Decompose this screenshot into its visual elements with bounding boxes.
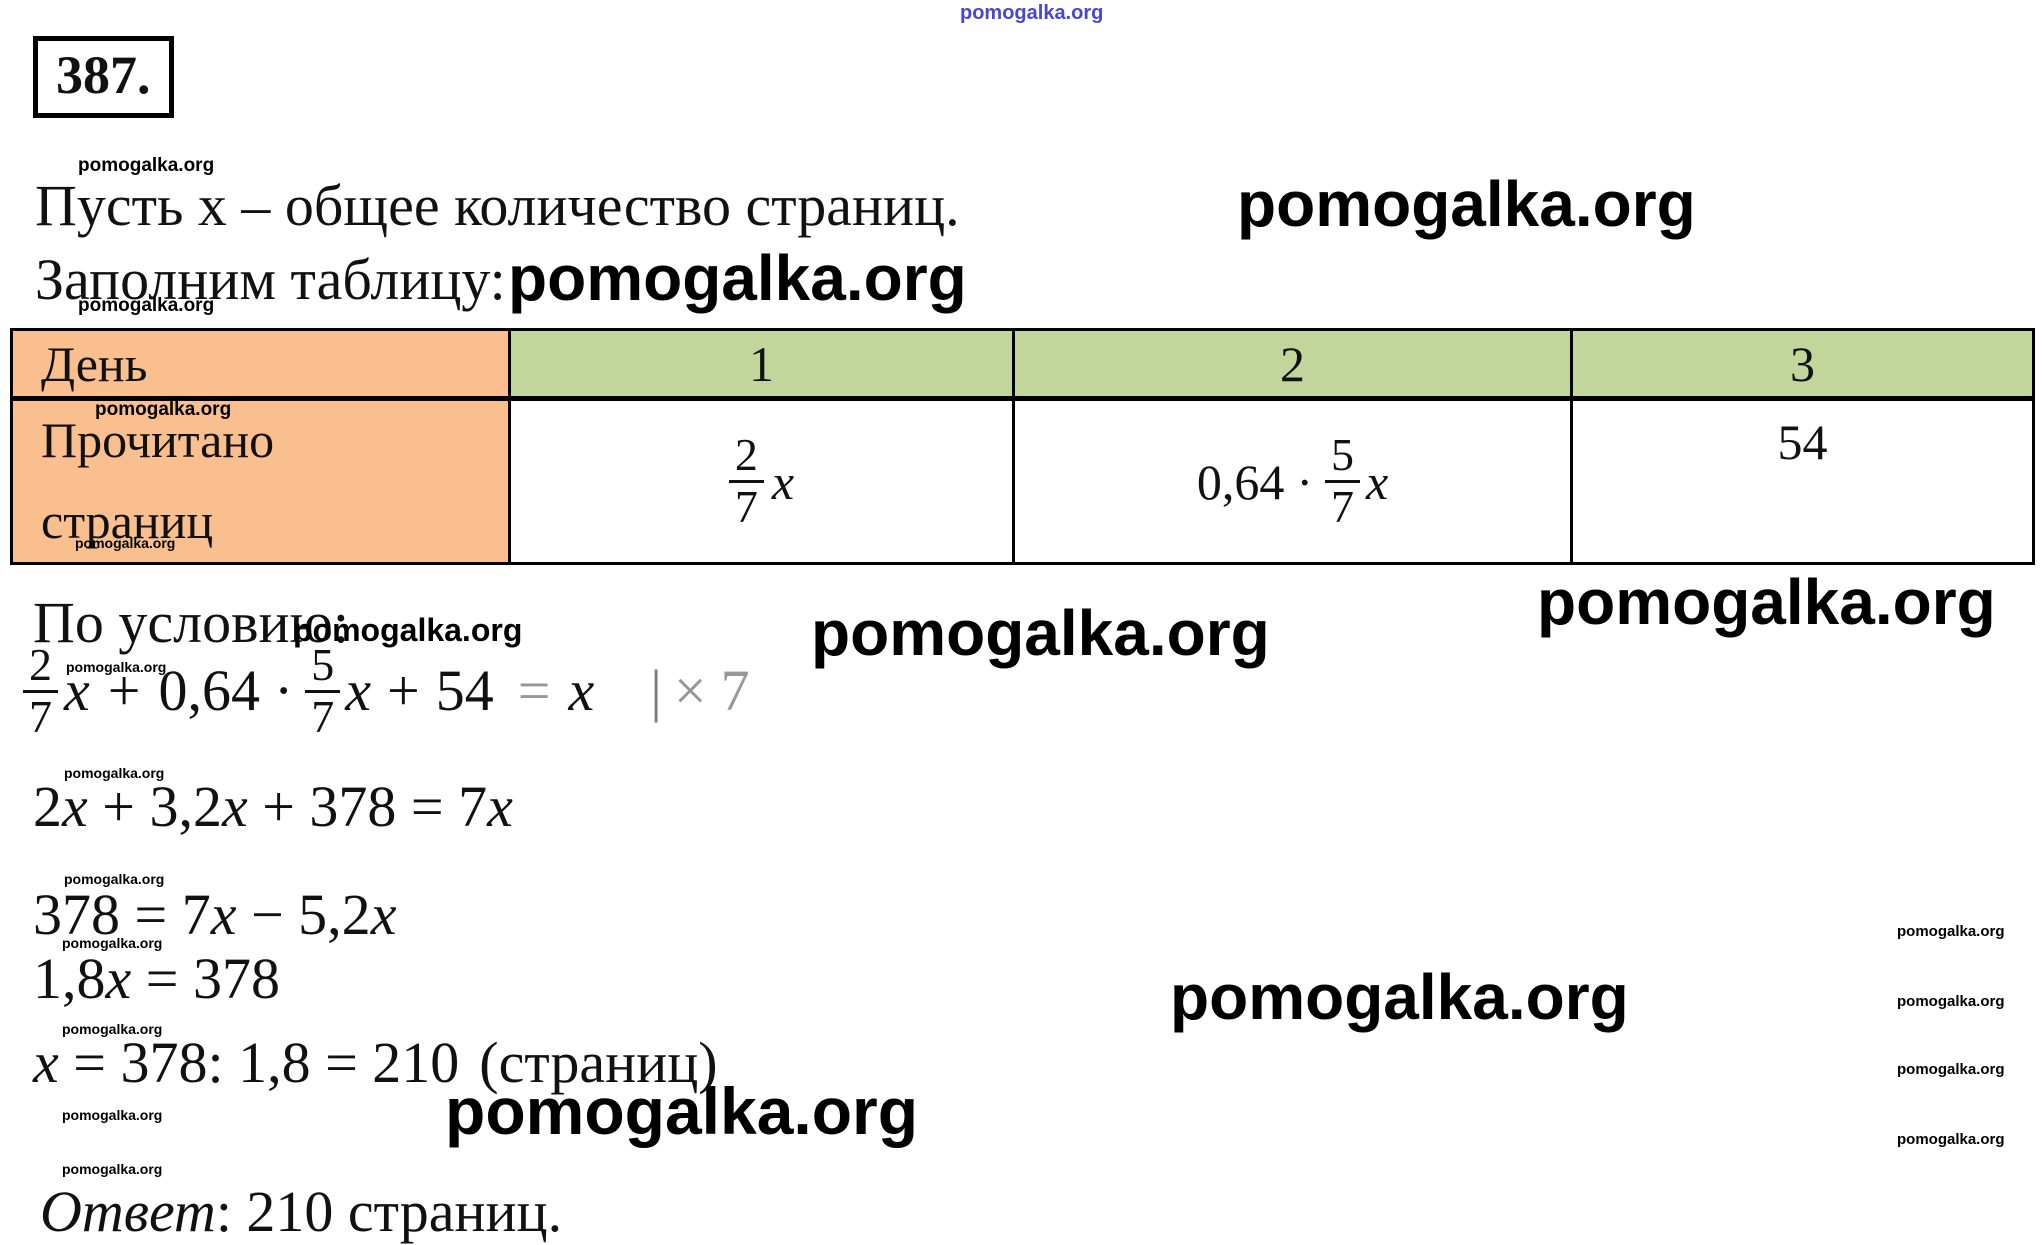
- row-label-line1: Прочитано: [41, 412, 275, 468]
- variable-x: x: [568, 658, 595, 724]
- watermark-bold-bottom: pomogalka.org: [445, 1074, 919, 1148]
- watermark-small-9: pomogalka.org: [62, 1021, 163, 1037]
- watermark-small-10: pomogalka.org: [62, 1107, 163, 1123]
- watermark-small-6: pomogalka.org: [64, 765, 165, 781]
- condition-label: По условию:: [33, 590, 349, 655]
- table-header-day-2: 2: [1015, 331, 1573, 401]
- constant-54: 54: [435, 658, 494, 724]
- table-header-day-3: 3: [1573, 331, 2032, 401]
- watermark-col-2: pomogalka.org: [1897, 993, 2005, 1010]
- fraction-5-7: 5 7: [1324, 431, 1360, 532]
- fraction-2-7: 2 7: [23, 641, 58, 742]
- variable-x: x: [64, 658, 90, 724]
- table-row-label: Прочитано страниц: [13, 401, 511, 562]
- intro-line-1: Пусть х – общее количество страниц.: [35, 173, 960, 238]
- variable-x: x: [771, 453, 795, 510]
- watermark-bold-inline: pomogalka.org: [508, 242, 967, 314]
- watermark-small-8: pomogalka.org: [62, 935, 163, 951]
- pages-day3: 54: [1777, 414, 1828, 470]
- table-header-day-label: День: [41, 335, 148, 392]
- table-header-day-1: 1: [511, 331, 1015, 401]
- answer-line: Ответ: 210 страниц.: [40, 1179, 563, 1244]
- watermark-small-3: pomogalka.org: [95, 399, 232, 420]
- multiply-dot: ·: [1296, 453, 1313, 510]
- eq4-part: = 378: [131, 946, 280, 1011]
- table-cell-day2-pages: 0,64 · 5 7 x: [1015, 401, 1573, 562]
- fraction-numerator: 2: [23, 641, 58, 693]
- coefficient: 0,64: [1196, 453, 1285, 510]
- eq3-part: − 5,2: [236, 882, 371, 947]
- intro-line-2: Заполним таблицу:: [35, 247, 506, 312]
- fraction-denominator: 7: [29, 690, 52, 742]
- variable-x: x: [62, 774, 88, 839]
- fraction-denominator: 7: [734, 481, 758, 532]
- eq4-part: 1,8: [33, 946, 106, 1011]
- factor-7: 7: [720, 658, 750, 724]
- watermark-col-1: pomogalka.org: [1897, 923, 2005, 940]
- watermark-col-4: pomogalka.org: [1897, 1131, 2005, 1148]
- fraction-5-7: 5 7: [305, 641, 341, 742]
- watermark-bold-center: pomogalka.org: [811, 597, 1270, 669]
- times-sign: ×: [673, 658, 707, 724]
- data-table: День 1 2 3 Прочитано страниц 2 7 x 0,64 …: [10, 328, 2035, 565]
- pipe-mark: |: [650, 658, 662, 724]
- answer-text: : 210 страниц.: [215, 1179, 563, 1244]
- fraction-denominator: 7: [1330, 481, 1354, 532]
- answer-label: Ответ: [40, 1179, 216, 1244]
- day-1-value: 1: [749, 335, 774, 392]
- plus-sign: +: [107, 658, 141, 724]
- variable-x: x: [33, 1030, 59, 1095]
- equation-5: x = 378: 1,8 = 210 (страниц): [33, 1034, 718, 1092]
- fraction-2-7: 2 7: [728, 431, 764, 532]
- row-label-line2: страниц: [41, 493, 214, 549]
- variable-x: x: [1365, 453, 1389, 510]
- multiply-dot: ·: [273, 658, 294, 724]
- variable-x: x: [105, 946, 132, 1011]
- table-cell-day1-pages: 2 7 x: [511, 401, 1015, 562]
- watermark-col-3: pomogalka.org: [1897, 1061, 2005, 1078]
- watermark-small-2: pomogalka.org: [78, 295, 215, 316]
- watermark-bold-top-right: pomogalka.org: [1237, 168, 1696, 240]
- watermark-bold-right: pomogalka.org: [1537, 566, 1996, 638]
- equals-sign: =: [517, 658, 551, 724]
- fraction-numerator: 5: [1324, 431, 1360, 483]
- eq5-units: (страниц): [479, 1030, 718, 1095]
- problem-number: 387.: [33, 36, 174, 118]
- coefficient: 0,64: [158, 658, 260, 724]
- watermark-small-11: pomogalka.org: [62, 1161, 163, 1177]
- variable-x: x: [370, 882, 397, 947]
- watermark-small-4: pomogalka.org: [75, 535, 176, 551]
- eq3-part: 378 = 7: [33, 882, 211, 947]
- variable-x: x: [487, 774, 513, 839]
- eq5-part: = 378: 1,8 = 210: [58, 1030, 460, 1095]
- watermark-small-7: pomogalka.org: [64, 871, 165, 887]
- watermark-medium: pomogalka.org: [293, 612, 523, 648]
- table-cell-day3-pages: 54: [1573, 401, 2032, 562]
- fraction-numerator: 2: [728, 431, 764, 483]
- equation-1: 2 7 x + 0,64 · 5 7 x + 54 = x | × 7: [23, 641, 750, 742]
- fraction-numerator: 5: [305, 641, 341, 693]
- plus-sign: +: [387, 658, 420, 724]
- problem-number-box: 387.: [33, 36, 174, 118]
- watermark-bold-lower-right: pomogalka.org: [1170, 961, 1629, 1033]
- variable-x: x: [221, 774, 248, 839]
- table-header-day: День: [13, 331, 511, 401]
- eq2-part: + 3,2: [87, 774, 222, 839]
- fraction-denominator: 7: [311, 690, 335, 742]
- watermark-small-1: pomogalka.org: [78, 155, 215, 176]
- day-2-value: 2: [1280, 335, 1305, 392]
- watermark-blue-top: pomogalka.org: [960, 2, 1104, 24]
- variable-x: x: [345, 658, 372, 724]
- eq2-part: 2: [33, 774, 62, 839]
- variable-x: x: [210, 882, 237, 947]
- watermark-small-5: pomogalka.org: [66, 659, 167, 675]
- equation-4: 1,8 x = 378: [33, 950, 280, 1008]
- eq2-part: + 378 = 7: [247, 774, 488, 839]
- day-3-value: 3: [1790, 335, 1815, 392]
